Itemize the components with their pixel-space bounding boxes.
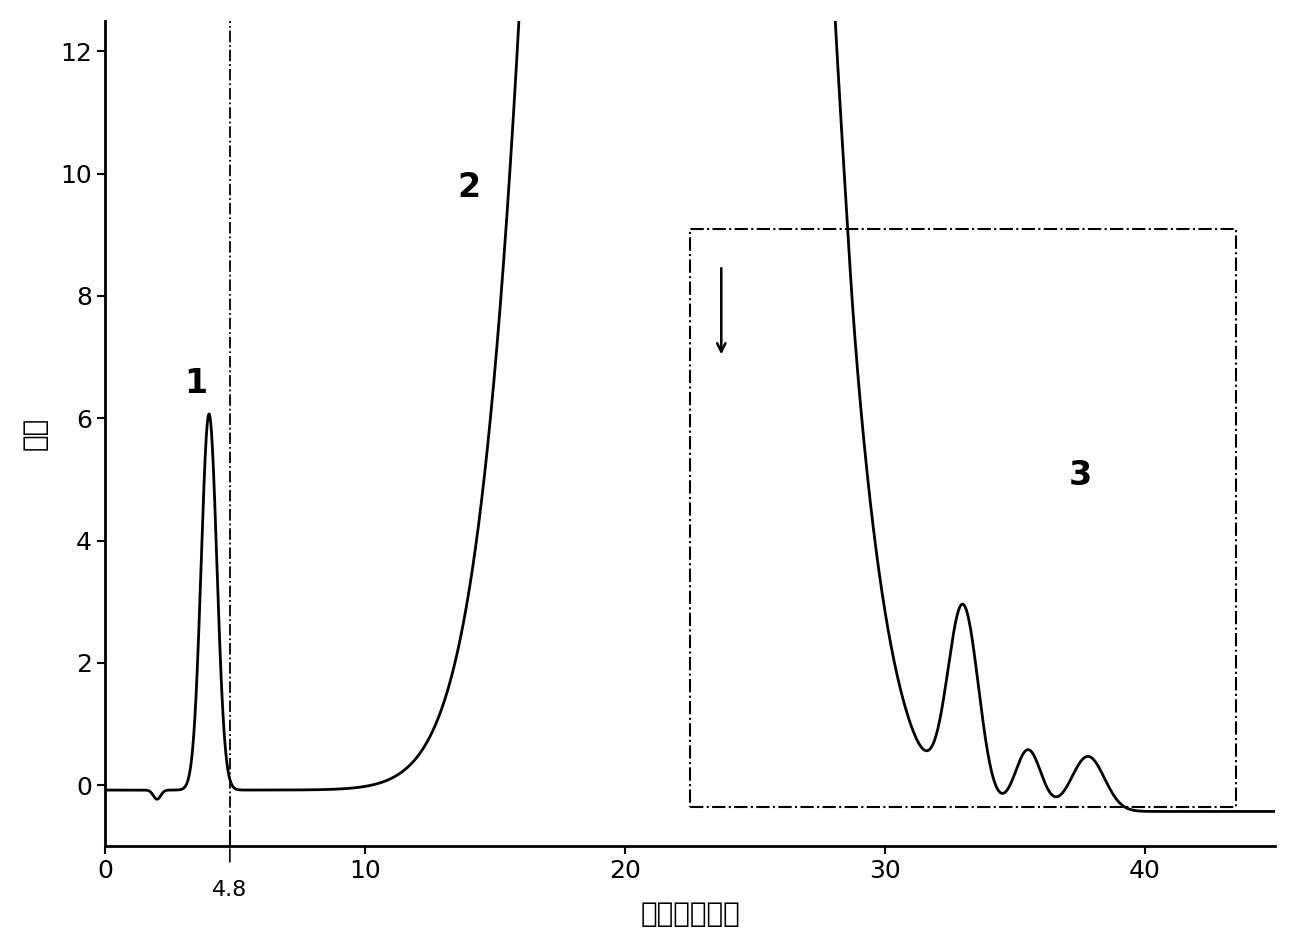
Text: 1: 1 — [184, 367, 207, 400]
X-axis label: 时间（分钟）: 时间（分钟） — [640, 901, 740, 928]
Bar — [689, 229, 1236, 807]
Text: 2: 2 — [457, 171, 481, 204]
Y-axis label: 信号: 信号 — [21, 417, 49, 450]
Text: 3: 3 — [1068, 458, 1091, 492]
Text: 4.8: 4.8 — [213, 880, 248, 900]
